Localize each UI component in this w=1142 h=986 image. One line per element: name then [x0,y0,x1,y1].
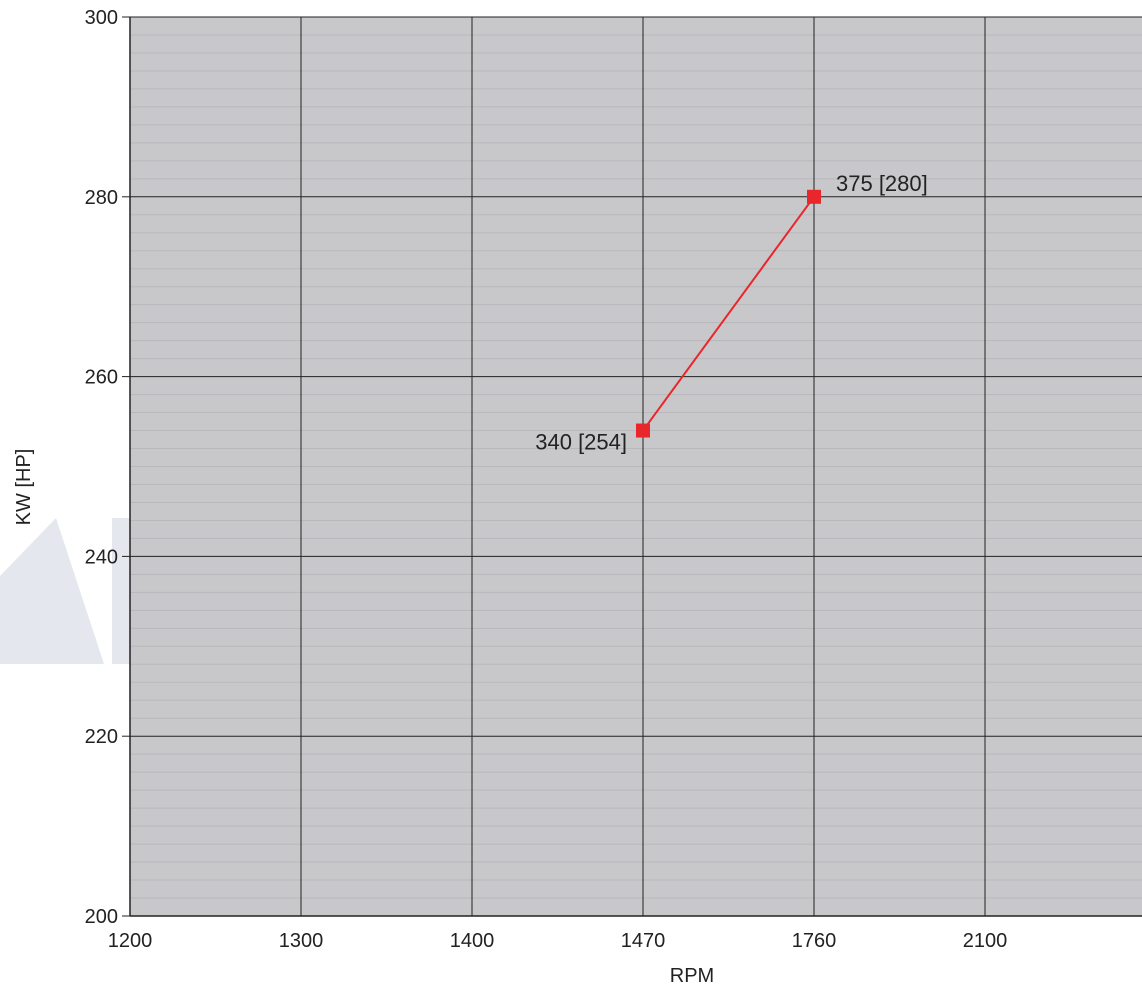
y-tick-label: 200 [85,906,118,928]
y-tick-label: 280 [85,187,118,209]
y-tick-label: 260 [85,367,118,389]
x-axis-label: RPM [670,965,714,986]
data-point-marker [807,189,821,204]
axes [122,16,1142,917]
x-tick-label: 1400 [450,930,495,952]
x-tick-label: 1200 [108,930,153,952]
y-tick-labels: 200 220 240 260 280 300 [85,7,118,928]
minor-gridlines [130,34,1142,899]
x-tick-label: 1760 [792,930,837,952]
series-line [642,196,815,432]
data-point-label: 340 [254] [535,430,627,455]
y-tick-label: 300 [85,7,118,29]
x-tick-label: 1300 [279,930,324,952]
watermark-shape [0,518,104,664]
y-tick-label: 220 [85,726,118,748]
data-point-label: 375 [280] [836,171,928,196]
x-tick-label: 1470 [621,930,666,952]
y-axis-label: KW [HP] [13,449,35,526]
series: 340 [254] 375 [280] [535,171,928,455]
y-tick-label: 240 [85,546,118,568]
watermark-bar [112,518,134,664]
data-point-marker [636,423,650,438]
x-tick-labels: 1200 1300 1400 1470 1760 2100 [108,930,1008,952]
x-tick-label: 2100 [963,930,1008,952]
watermark-logo [0,518,134,664]
